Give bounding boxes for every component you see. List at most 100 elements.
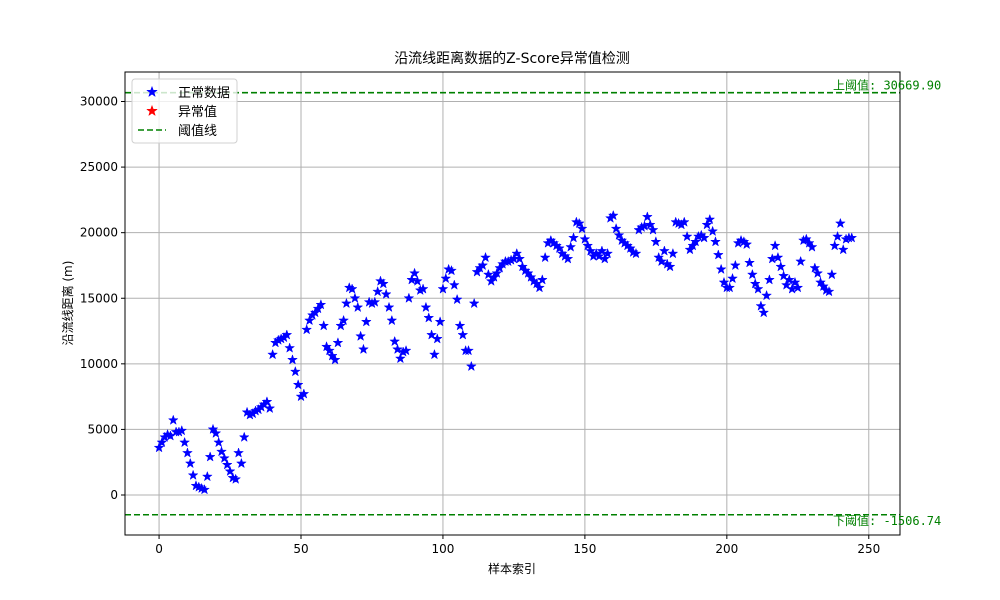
plot-frame [124,71,901,536]
data-point [434,316,446,327]
data-point [727,272,738,284]
data-point [332,337,344,348]
x-axis-ticks: 0 50 100 150 200 250 [155,535,880,556]
data-point [834,217,846,229]
threshold-labels: 上阈值: 30669.90 下阈值: -1506.74 [833,78,941,528]
data-point [304,314,316,326]
data-point [823,285,835,297]
data-point [752,283,764,294]
data-point [315,299,327,310]
data-point [769,240,781,251]
grid-lines [125,72,900,535]
y-tick-label: 30000 [80,95,118,109]
data-point [352,301,364,313]
data-point [522,267,534,278]
data-point [758,306,770,318]
y-tick-label: 15000 [80,291,118,305]
data-point [596,245,608,256]
data-point [281,329,293,340]
data-point [431,333,443,344]
data-point [326,350,338,361]
data-point [482,268,494,280]
data-point [403,292,415,303]
data-point [593,250,605,261]
data-point [428,348,440,360]
data-point [207,423,219,435]
data-point [568,232,580,243]
data-point [511,247,523,259]
data-point [465,360,477,372]
data-point [383,301,395,313]
data-point [792,281,804,293]
data-point [409,267,421,278]
y-tick-label: 20000 [80,226,118,240]
data-point [812,267,824,278]
data-point [323,344,335,356]
data-point [837,243,849,255]
data-point [289,365,301,377]
data-point [204,451,216,462]
data-point [457,329,469,340]
data-point [437,283,449,294]
y-axis-label: 沿流线距离 (m) [60,261,75,346]
data-point [448,279,460,290]
data-points [153,209,858,495]
data-point [658,245,670,256]
data-point [417,283,429,294]
data-point [772,251,784,263]
data-point [761,289,773,301]
data-point [261,396,273,407]
data-point [213,436,225,448]
data-point [746,268,758,280]
data-point [613,229,625,240]
lower-threshold-label: 下阈值: -1506.74 [833,513,941,528]
data-point [829,240,841,251]
data-point [318,320,330,331]
data-point [380,288,392,299]
data-point [624,242,636,254]
data-point [284,342,296,353]
x-tick-label: 0 [155,542,163,556]
data-point [346,283,358,294]
data-point [221,459,233,470]
data-point [641,211,653,222]
data-point [553,242,565,254]
data-point [701,219,713,230]
data-point [216,445,228,457]
data-point [392,343,404,355]
data-point [360,316,372,327]
data-point [355,330,367,341]
data-point [789,276,801,288]
data-point [803,237,815,248]
data-point [426,329,438,340]
data-point [664,261,676,272]
data-point [480,251,492,263]
data-point [579,233,591,244]
data-point [525,271,537,282]
x-tick-label: 250 [857,542,880,556]
data-point [817,280,829,292]
data-point [536,274,548,285]
data-point [667,247,679,259]
data-point [763,274,775,285]
data-point [454,320,466,331]
data-point [394,352,406,364]
data-point [329,354,341,365]
data-point [707,225,719,237]
data-point [335,320,347,331]
data-point [181,447,193,458]
data-point [644,219,656,230]
data-point [420,301,432,313]
data-point [755,300,767,311]
y-axis-ticks: 0 5000 10000 15000 20000 25000 30000 [80,95,125,502]
data-point [372,285,384,297]
data-point [585,245,597,256]
data-point [423,312,435,323]
legend-star-icon [146,85,158,98]
data-point [709,236,721,247]
data-point [712,249,724,260]
data-point [516,261,528,272]
data-point [406,274,418,285]
y-tick-label: 5000 [87,422,118,436]
